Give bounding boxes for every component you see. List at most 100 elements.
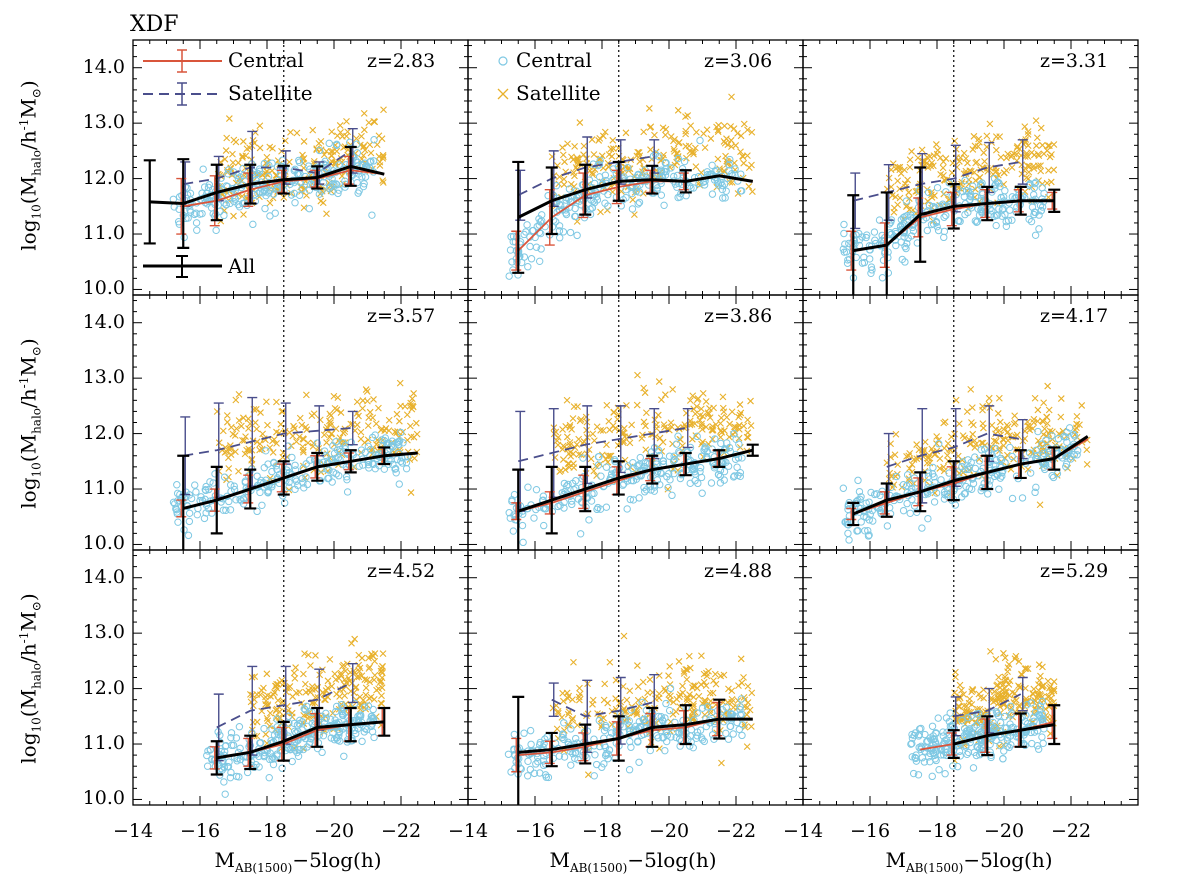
panel-9-satellite-point <box>990 688 998 695</box>
panel-4-satellite-point <box>273 398 280 406</box>
panel-1-central-point <box>354 189 362 197</box>
panel-1-satellite-point <box>375 153 383 160</box>
panel-1-central-point <box>255 167 264 176</box>
panel-4-central-point <box>339 439 347 447</box>
panel-6-satellite-point <box>921 438 929 446</box>
panel-7-satellite-point <box>324 677 332 685</box>
panel-5-all-errorbar <box>713 449 726 468</box>
panel-3-satellite-point <box>962 155 970 162</box>
panel-2-central-point <box>552 217 560 226</box>
panel-5-satellite-point <box>551 454 559 461</box>
panel-1-satellite-point <box>266 199 274 207</box>
panel-2-central-point <box>556 201 565 210</box>
panel-8-central-point <box>667 733 675 741</box>
panel-3-all-errorbar <box>1014 185 1027 216</box>
panel-2-satellite-point <box>691 144 699 152</box>
panel-6-satellite-point <box>1004 428 1012 436</box>
panel-2-central-point <box>719 194 727 202</box>
panel-1-satellite-point <box>256 122 264 130</box>
panel-4-satellite-point <box>327 412 335 419</box>
panel-3-central-point <box>1027 217 1036 226</box>
panel-8-central-point <box>654 734 662 742</box>
panel-8-central-point <box>527 740 535 749</box>
panel-5-satellite-point <box>747 397 754 405</box>
panel-2-all-errorbar <box>679 169 692 194</box>
panel-3-satellite-point <box>927 162 935 170</box>
panel-8-central-point <box>595 716 603 725</box>
panel-4-central-point <box>173 508 181 516</box>
panel-5-central-errorbar <box>544 491 555 515</box>
panel-6-central-point <box>930 473 938 481</box>
panel-6-satellite-point <box>933 433 941 440</box>
panel-2-satellite-point <box>633 152 641 160</box>
panel-5-satellite-point <box>702 423 710 431</box>
panel-7-satellite-point <box>326 655 334 663</box>
panel-5-central-point <box>641 488 649 496</box>
panel-8-satellite-point <box>652 695 659 703</box>
panel-3-central-point <box>991 184 999 193</box>
panel-5-central-point <box>730 429 738 438</box>
panel-7-central-point <box>224 763 233 771</box>
panel-3-satellite-point <box>1028 149 1036 156</box>
panel-2-satellite-point <box>597 208 604 216</box>
panel-7-central-point <box>232 772 241 781</box>
panel-7-central-point <box>221 790 229 798</box>
panel-1-central-point <box>272 185 281 194</box>
panel-6-central-point <box>1033 451 1041 460</box>
panel-6-central-point <box>1006 443 1014 452</box>
panel-4-central-point <box>369 460 378 468</box>
panel-8-central-point <box>661 714 669 722</box>
panel-1-central-point <box>335 161 343 169</box>
panel-1-satellite-point <box>251 128 259 136</box>
panel-3-central-point <box>934 226 943 235</box>
panel-8-satellite-point <box>683 698 691 705</box>
panel-2-central-point <box>708 161 716 170</box>
panel-3-central-point <box>1029 190 1038 199</box>
panel-4-satellite-point <box>264 421 271 429</box>
panel-2-all-errorbar <box>512 160 525 274</box>
panel-3-satellite-point <box>992 146 1000 154</box>
panel-4-central-point <box>320 447 329 455</box>
panel-5-satellite-point <box>708 426 716 434</box>
panel-4-satellite-point <box>353 398 361 406</box>
panel-5-satellite-point <box>623 402 630 409</box>
panel-3-satellite-point <box>1023 152 1031 159</box>
panel-8-central-point <box>601 751 610 760</box>
panel-6-central-point <box>903 499 911 508</box>
panel-6-satellite-point <box>952 396 960 404</box>
panel-2-central-point <box>653 184 662 192</box>
panel-5-satellite-point <box>655 378 663 385</box>
panel-1-central-point <box>220 211 228 220</box>
panel-8-satellite-point <box>711 670 719 678</box>
panel-3-satellite-point <box>1047 178 1055 186</box>
panel-6-all-errorbar <box>914 471 927 513</box>
panel-7-central-point <box>232 734 241 742</box>
panel-6-all-errorbar <box>1014 449 1027 480</box>
panel-2-satellite-point <box>559 144 566 151</box>
panel-6-satellite-point <box>913 441 921 448</box>
panel-4-central-point <box>268 483 276 491</box>
panel-5-satellite-point <box>570 403 578 410</box>
panel-7-central-point <box>360 703 369 711</box>
panel-5-central-point <box>686 479 694 488</box>
panel-3-central-point <box>977 182 985 190</box>
panel-3-satellite-point <box>987 165 994 172</box>
panel-4-central-point <box>380 465 389 473</box>
panel-3-satellite-point <box>949 159 957 167</box>
panel-1-satellite-point <box>329 148 337 155</box>
panel-6-data <box>839 295 1091 550</box>
panel-6-satellite-point <box>936 465 944 472</box>
panel-4-all-errorbar <box>210 465 223 535</box>
panel-3-satellite-point <box>981 157 988 165</box>
panel-6-central-point <box>1032 483 1040 492</box>
panel-4-satellite-point <box>257 409 264 416</box>
panel-6-central-point <box>1034 427 1042 436</box>
panel-2-satellite-point <box>727 123 735 130</box>
panel-6-central-point <box>1040 449 1048 458</box>
panel-3-satellite-point <box>940 158 947 166</box>
panel-1-satellite-point <box>222 147 230 154</box>
panel-7-central-point <box>278 764 286 772</box>
panel-8-satellite-point <box>672 708 680 716</box>
panel-8-satellite-point <box>734 697 742 705</box>
panel-3-satellite-point <box>983 132 991 140</box>
